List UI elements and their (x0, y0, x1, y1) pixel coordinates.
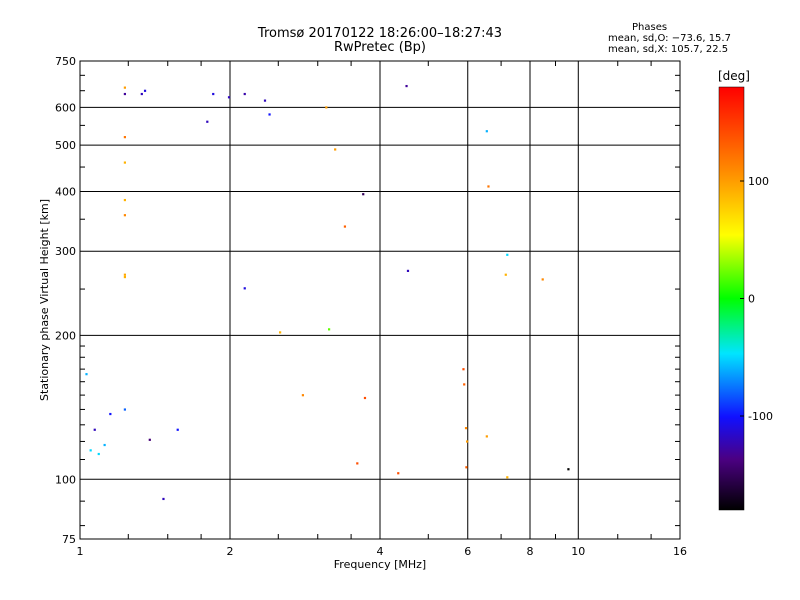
echo-point (325, 106, 328, 109)
echo-point (462, 368, 465, 371)
echo-point (301, 394, 305, 397)
echo-point (406, 269, 410, 272)
echo-point (362, 193, 365, 196)
echo-point (464, 427, 468, 430)
echo-point (123, 408, 126, 411)
x-tick-label: 1 (77, 545, 84, 558)
echo-point (109, 412, 112, 416)
echo-point (506, 253, 509, 256)
echo-point (93, 428, 96, 431)
x-tick-label: 8 (527, 545, 534, 558)
y-tick-label: 75 (62, 533, 76, 546)
echo-point (485, 435, 488, 438)
echo-point (162, 497, 165, 501)
echo-point (123, 214, 126, 217)
echo-point (343, 225, 347, 228)
echo-point (123, 273, 126, 276)
echo-point (97, 452, 100, 456)
x-axis-label: Frequency [MHz] (334, 558, 426, 571)
phase-legend-x: mean, sd,X: 105.7, 22.5 (608, 44, 729, 55)
echo-point (485, 130, 488, 133)
x-tick-label: 16 (673, 545, 687, 558)
phase-legend: Phases mean, sd,O: −73.6, 15.7 mean, sd,… (600, 22, 750, 55)
y-tick-label: 400 (55, 185, 76, 198)
y-tick-label: 300 (55, 245, 76, 258)
phase-legend-o: mean, sd,O: −73.6, 15.7 (608, 33, 731, 44)
echo-point (227, 96, 231, 99)
echo-point (243, 92, 246, 96)
echo-point (176, 428, 179, 431)
echo-point (103, 443, 106, 447)
echo-point (541, 278, 544, 281)
echo-point (89, 449, 92, 452)
plot-frame (79, 60, 681, 540)
echo-point (123, 161, 126, 164)
colorbar-tick-label: 0 (748, 293, 755, 306)
echo-point (465, 466, 468, 469)
echo-point (506, 476, 509, 479)
x-tick-label: 4 (377, 545, 384, 558)
x-tick-label: 6 (464, 545, 471, 558)
echo-point (123, 136, 126, 139)
echo-point (123, 198, 126, 202)
y-tick-label: 750 (55, 55, 76, 68)
echo-point (140, 92, 143, 96)
echo-point (268, 113, 271, 116)
echo-point (212, 92, 215, 96)
x-tick-label: 2 (227, 545, 234, 558)
echo-point (487, 185, 490, 188)
echo-point (356, 462, 359, 465)
colorbar-tick-label: -100 (748, 410, 773, 423)
echo-point (263, 99, 267, 102)
echo-point (148, 438, 151, 441)
y-axis-label: Stationary phase Virtual Height [km] (38, 199, 51, 401)
echo-point (397, 472, 400, 475)
echo-point (206, 120, 209, 123)
echo-point (85, 373, 88, 376)
echo-point (463, 383, 466, 386)
y-tick-label: 200 (55, 329, 76, 342)
echo-point (243, 287, 246, 290)
echo-point (123, 86, 126, 89)
echo-point (504, 273, 507, 276)
echo-point (123, 275, 126, 279)
chart-title: Tromsø 20170122 18:26:00–18:27:43 (257, 26, 503, 41)
echo-point (279, 331, 282, 334)
y-tick-label: 500 (55, 139, 76, 152)
phase-legend-heading: Phases (632, 22, 668, 33)
echo-point (363, 396, 367, 400)
echo-point (123, 92, 126, 96)
colorbar-tick-label: 100 (748, 175, 769, 188)
y-tick-label: 100 (55, 473, 76, 486)
echo-point (466, 440, 469, 443)
echo-point (327, 328, 331, 331)
y-tick-label: 600 (55, 101, 76, 114)
x-tick-label: 10 (571, 545, 585, 558)
echo-point (143, 89, 147, 92)
chart-subtitle: RwPretec (Bp) (333, 40, 427, 55)
echo-point (334, 148, 337, 151)
colorbar (718, 86, 745, 511)
echo-point (405, 84, 408, 88)
echo-point (567, 468, 570, 471)
colorbar-label: [deg] (718, 69, 750, 83)
